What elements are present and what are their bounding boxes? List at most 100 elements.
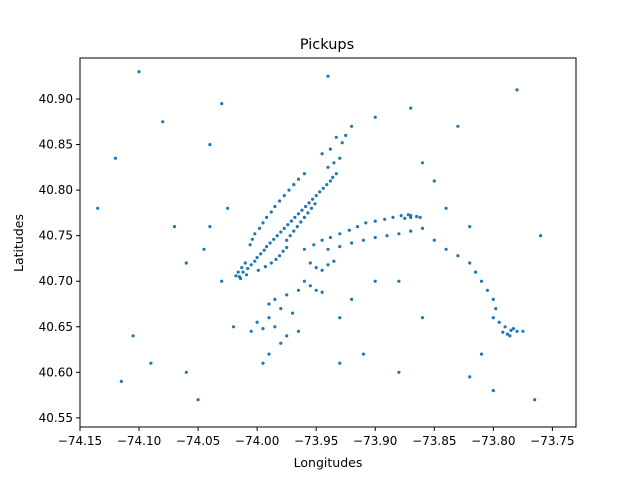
data-point [420,226,425,230]
data-point [521,329,525,333]
data-point [253,259,257,263]
data-point [302,279,306,283]
data-point [296,212,301,216]
data-point [273,297,277,301]
data-point [220,102,224,106]
data-point [149,361,153,365]
data-point [261,327,265,331]
data-point [456,254,460,258]
data-point [515,329,519,333]
data-point [256,268,260,272]
data-point [119,379,123,383]
data-point [332,259,336,263]
x-axis-label: Longitudes [294,455,363,470]
data-point [383,217,387,221]
data-point [308,284,312,288]
data-point [350,124,354,128]
data-point [307,201,311,205]
y-axis: 40.55 40.60 40.65 40.70 40.75 40.80 40.85 40.90 [39,92,80,425]
data-point [274,257,278,261]
data-point [267,316,271,320]
y-tick-label: 40.55 [39,411,73,425]
data-point [397,279,401,283]
data-point [350,241,354,245]
data-point [432,179,436,183]
data-point [244,273,249,277]
data-point [302,215,306,219]
data-point [397,370,401,374]
data-point [285,334,289,338]
y-tick-label: 40.75 [39,229,73,243]
y-axis-label: Latitudes [11,214,26,272]
data-point [291,311,295,315]
data-point [286,223,290,227]
data-point [326,74,330,78]
chart-title: Pickups [300,37,354,53]
data-point [508,334,512,338]
data-point [338,245,342,249]
x-tick-label: −73.75 [530,434,574,448]
data-point [444,206,448,210]
data-point [285,293,289,297]
data-point [539,234,543,238]
data-point [479,279,484,283]
data-point [137,70,141,74]
x-axis: −74.15 −74.10 −74.05 −74.00 −73.95 −73.90 −73.… [58,427,575,448]
data-point [267,302,271,306]
data-point [479,352,484,356]
data-point [409,229,413,233]
data-point [501,330,505,334]
data-point [361,238,365,242]
data-point [328,147,332,151]
data-point [326,247,330,251]
data-point [265,215,269,219]
data-point [418,215,422,219]
data-point [331,175,335,179]
data-point [196,398,200,402]
data-point [334,135,338,139]
data-point [208,143,212,147]
data-point [296,177,301,181]
data-point [262,248,266,252]
data-point [338,156,342,160]
y-tick-label: 40.65 [39,320,73,334]
x-tick-label: −74.00 [235,434,279,448]
data-point [257,226,262,230]
data-point [320,152,324,156]
data-point [285,238,289,242]
x-tick-label: −73.85 [412,434,456,448]
data-point [231,325,236,329]
data-point [269,210,273,214]
data-point [161,120,165,124]
plot-frame [79,57,577,428]
data-point [96,206,100,210]
data-point [420,316,425,320]
data-point [320,290,324,294]
data-point [494,307,498,311]
data-point [326,263,330,267]
data-point [511,327,515,331]
data-point [246,266,250,271]
data-point [263,265,267,269]
data-point [314,288,318,292]
data-point [269,261,273,265]
y-tick-label: 40.70 [39,274,73,288]
data-point [409,106,413,110]
data-point [403,216,407,220]
data-point [347,228,351,232]
data-point [361,352,365,356]
data-point [373,115,377,119]
data-point [279,230,283,234]
data-point [259,252,263,256]
data-point [503,325,507,329]
data-point [444,247,448,251]
data-point [273,204,277,209]
x-tick-label: −74.05 [176,434,220,448]
data-point [268,241,272,245]
data-point [279,341,283,345]
data-point [312,243,316,247]
data-point [202,247,206,251]
data-point [304,204,308,209]
scatter-points [96,70,543,402]
data-point [320,268,324,272]
